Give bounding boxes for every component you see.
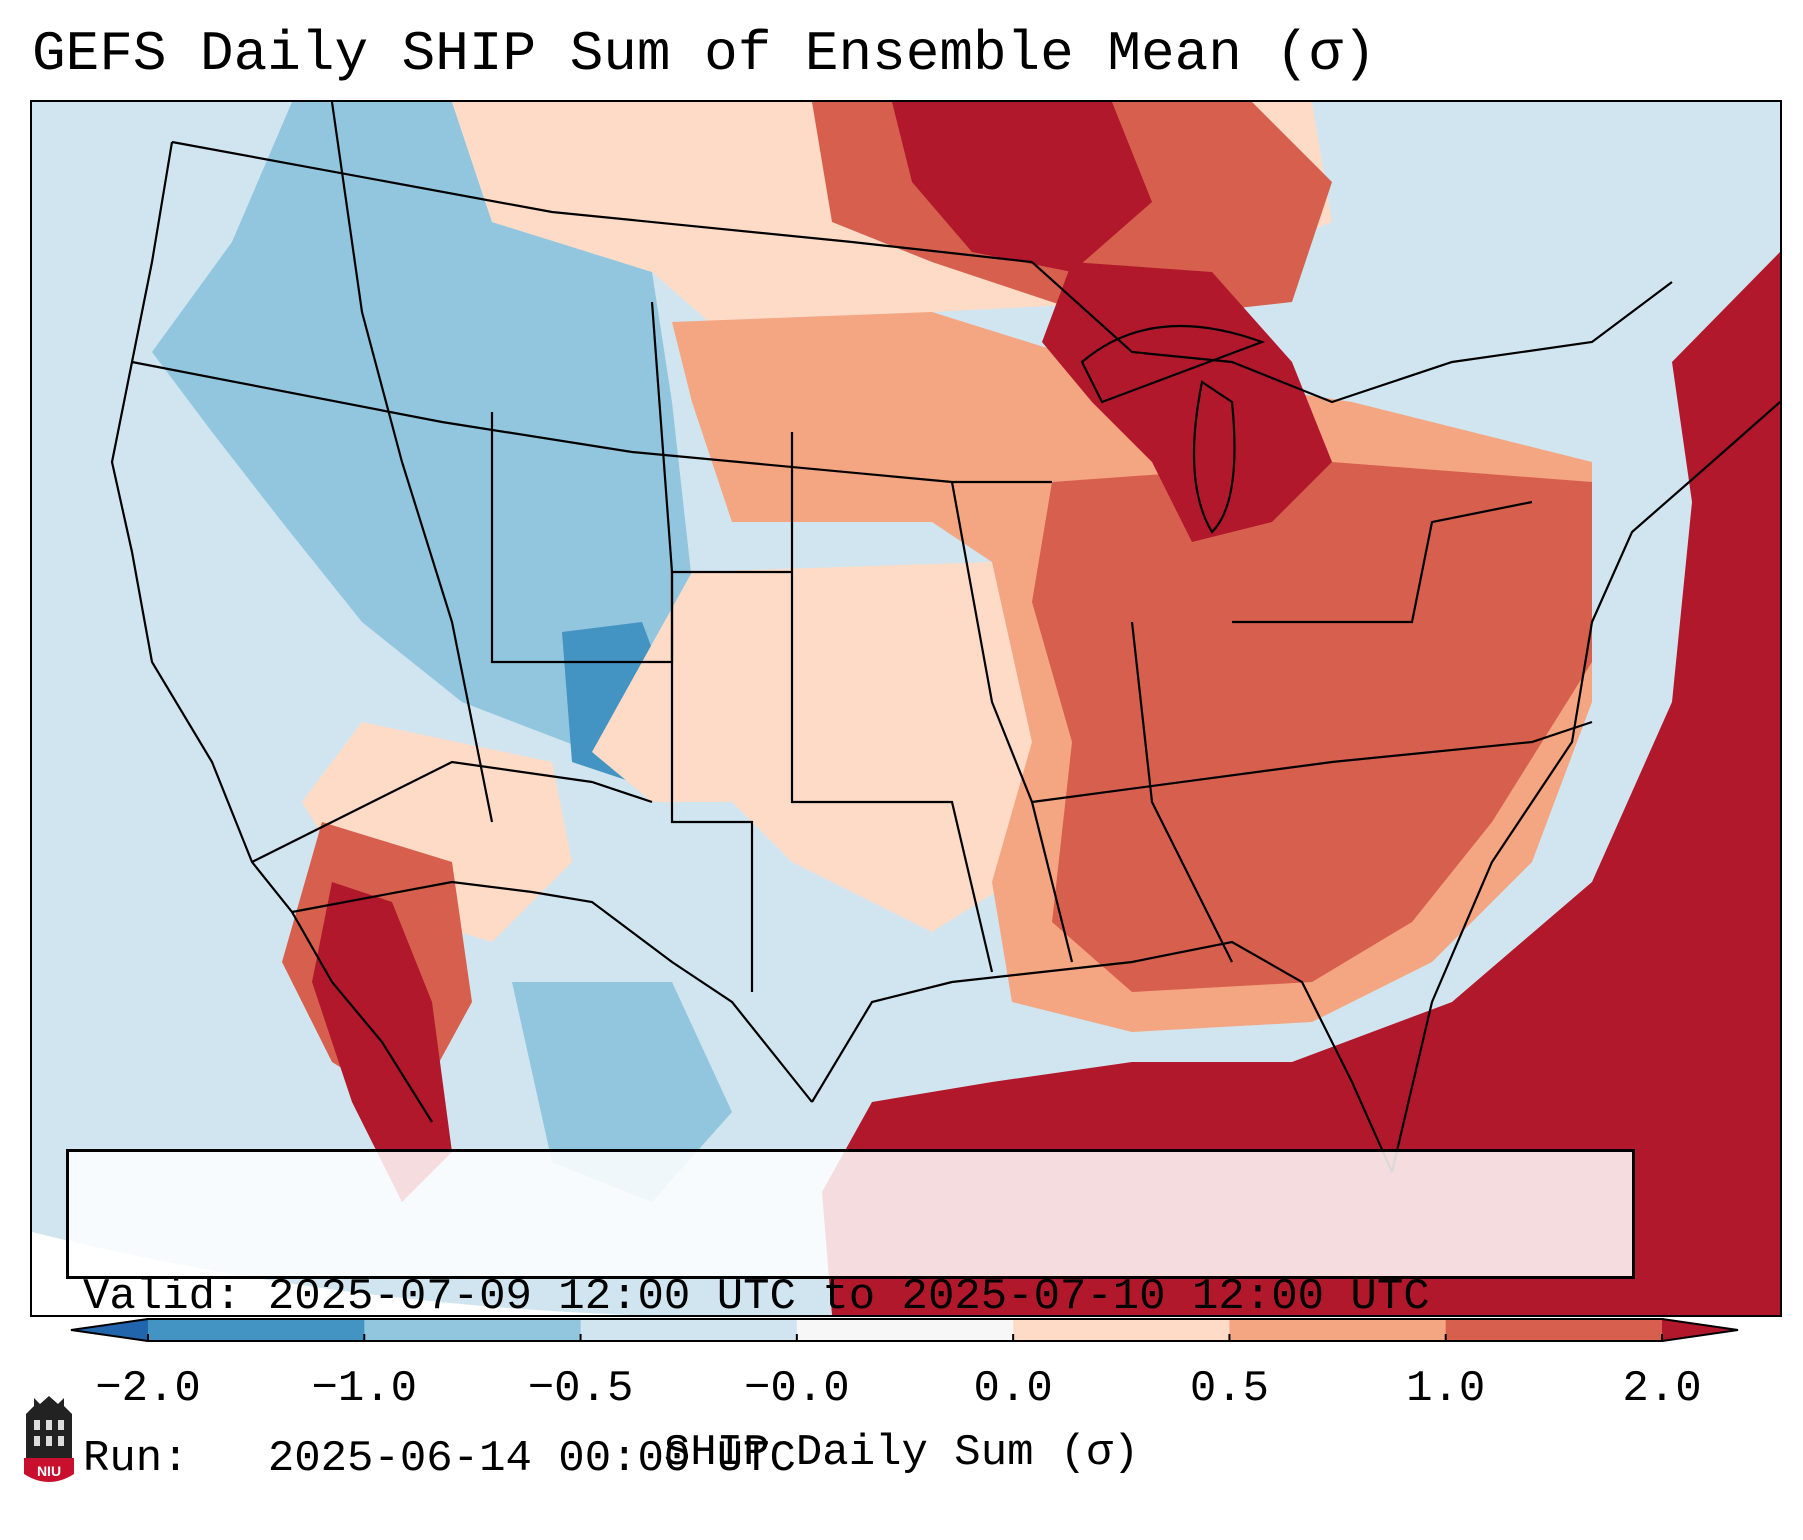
- state-line-9: [1031, 720, 1593, 804]
- colorbar-bin: [1445, 1318, 1663, 1342]
- no-data-region: [32, 1232, 892, 1315]
- run-label: Run:: [83, 1434, 189, 1484]
- boundary-lines: [110, 102, 1780, 1173]
- lake-superior: [1080, 324, 1266, 404]
- colorbar-bin: [796, 1318, 1014, 1342]
- colorbar: [70, 1318, 1739, 1342]
- logo-shield: [24, 1458, 74, 1482]
- colorbar-tick-label: 0.0: [973, 1364, 1053, 1414]
- validity-info-box: Valid: 2025-07-09 12:00 UTC to 2025-07-1…: [66, 1149, 1635, 1484]
- colorbar-tick-label: 0.5: [1189, 1364, 1270, 1414]
- anomaly-region-positive-extreme-gulf-atlantic: [822, 252, 1780, 1315]
- colorbar-bin: [580, 1318, 798, 1342]
- state-line-2: [251, 760, 653, 863]
- state-line-7: [950, 481, 1074, 963]
- run-value: 2025-06-14 00:00 UTC: [267, 1434, 796, 1484]
- anomaly-region-negative-moderate: [152, 102, 692, 752]
- colorbar-tick-label: −1.0: [311, 1364, 418, 1414]
- us-mexico-border: [291, 880, 813, 1103]
- colorbar-tick-label: −0.5: [527, 1364, 634, 1414]
- colorbar-bin: [1013, 1318, 1230, 1342]
- ship-anomaly-map: [32, 102, 1780, 1315]
- anomaly-region-negative-mexico: [512, 982, 732, 1202]
- colorbar-tick-label: −2.0: [95, 1364, 201, 1414]
- anomaly-region-positive-extreme-north: [892, 102, 1152, 272]
- state-line-8: [1130, 621, 1233, 963]
- lake-michigan: [1192, 380, 1236, 534]
- map-title: GEFS Daily SHIP Sum of Ensemble Mean (σ): [32, 22, 1377, 86]
- run-line: Run: 2025-06-14 00:00 UTC: [83, 1432, 1618, 1486]
- anomaly-region-positive-weak-plains: [592, 562, 1032, 932]
- colorbar-bin: [364, 1318, 582, 1342]
- us-west-coast: [110, 141, 433, 1123]
- valid-label: Valid:: [83, 1272, 242, 1322]
- map-panel[interactable]: [30, 100, 1782, 1317]
- colorbar-label: SHIP Daily Sum (σ): [663, 1428, 1140, 1478]
- colorbar-tick-label: −0.0: [744, 1364, 850, 1414]
- anomaly-region-positive-strong-east: [1032, 462, 1592, 992]
- state-line-10: [1232, 500, 1533, 624]
- colorbar-bin: [1229, 1318, 1447, 1342]
- gulf-coast: [811, 940, 1394, 1173]
- state-line-1: [131, 360, 1052, 484]
- state-line-6: [790, 432, 994, 973]
- colorbar-bin: [148, 1318, 365, 1342]
- valid-line: Valid: 2025-07-09 12:00 UTC to 2025-07-1…: [83, 1270, 1618, 1324]
- us-canada-border: [171, 140, 1673, 404]
- colorbar-extend-over: [1662, 1318, 1738, 1342]
- colorbar-tick-label: 2.0: [1622, 1364, 1702, 1414]
- colorbar-tick-label: 1.0: [1406, 1364, 1486, 1414]
- east-coast: [1390, 401, 1780, 1173]
- state-line-5: [650, 301, 754, 992]
- colorbar-extend-under: [70, 1318, 148, 1342]
- valid-value: 2025-07-09 12:00 UTC to 2025-07-10 12:00…: [267, 1272, 1430, 1322]
- niu-logo-icon: NIU: [24, 1396, 74, 1482]
- state-line-3: [330, 102, 494, 823]
- logo-text: NIU: [37, 1463, 61, 1479]
- anomaly-region-positive-extreme-great-lakes: [1042, 262, 1332, 542]
